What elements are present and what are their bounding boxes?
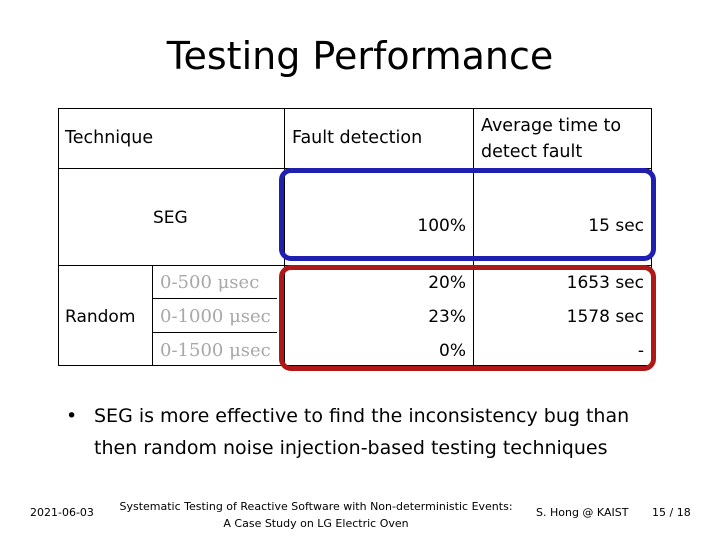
bullet-marker: • <box>66 405 78 427</box>
random-highlight-box <box>279 265 656 371</box>
random-average-time: - <box>637 341 644 361</box>
random-fault-detection: 0% <box>439 341 466 361</box>
seg-fault-detection: 100% <box>417 216 466 236</box>
footer-citation-line2: A Case Study on LG Electric Oven <box>223 517 409 530</box>
random-sub-range: 0-1000 μsec <box>160 306 271 327</box>
random-sub-range: 0-500 μsec <box>160 272 260 293</box>
table-line <box>473 108 474 366</box>
header-average-time-line1: Average time to <box>481 116 622 136</box>
random-technique: Random <box>65 307 136 327</box>
table-line <box>152 298 277 299</box>
header-average-time-line2: detect fault <box>481 142 583 162</box>
seg-highlight-box <box>279 168 656 261</box>
random-fault-detection: 20% <box>428 273 466 293</box>
header-technique: Technique <box>65 128 154 148</box>
footer-author: S. Hong @ KAIST <box>536 506 629 519</box>
table-line <box>284 108 285 366</box>
bullet-content: SEG is more effective to find the incons… <box>94 405 630 459</box>
slide-title: Testing Performance <box>166 34 554 78</box>
table-line <box>58 108 652 109</box>
random-fault-detection: 23% <box>428 307 466 327</box>
footer-page-number: 15 / 18 <box>652 506 691 519</box>
random-average-time: 1578 sec <box>566 307 644 327</box>
footer-date: 2021-06-03 <box>30 506 94 519</box>
header-fault-detection: Fault detection <box>292 128 423 148</box>
random-sub-range: 0-1500 μsec <box>160 340 271 361</box>
bullet-text: SEG is more effective to find the incons… <box>94 400 664 464</box>
table-line <box>58 108 59 366</box>
random-average-time: 1653 sec <box>566 273 644 293</box>
seg-technique: SEG <box>153 208 188 228</box>
table-line <box>152 265 153 365</box>
table-line <box>152 332 277 333</box>
seg-average-time: 15 sec <box>588 216 644 236</box>
table-line <box>58 365 652 366</box>
footer-citation-line1: Systematic Testing of Reactive Software … <box>119 500 513 513</box>
